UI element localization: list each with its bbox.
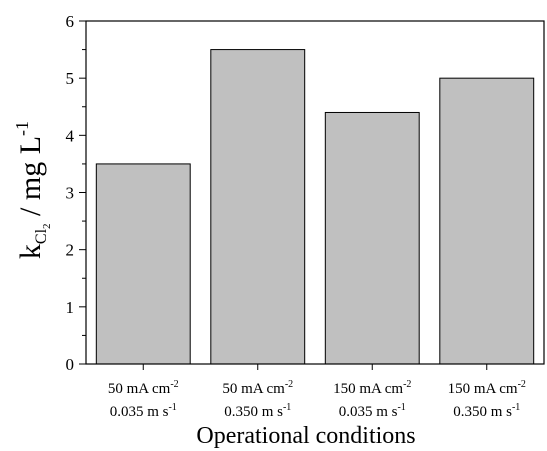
bars-layer <box>95 49 535 365</box>
x-axis-category-labels: 50 mA cm-2 0.035 m s-1 50 mA cm-2 0.350 m s… <box>108 364 526 420</box>
y-axis-title-subsubscript: 2 <box>41 223 53 229</box>
y-axis-title-superscript: -1 <box>12 121 32 136</box>
y-axis-title-units: / mg L <box>14 136 47 224</box>
x-category-label-line1: 150 mA cm-2 <box>333 379 411 397</box>
y-axis-title: kCl2 / mg L-1 <box>12 121 53 259</box>
bar-1 <box>95 163 191 365</box>
bar-4 <box>439 77 535 365</box>
x-category-label-line1: 150 mA cm-2 <box>448 379 526 397</box>
bar-2 <box>210 49 306 365</box>
bar-3 <box>324 111 420 365</box>
x-category-label-line2: 0.350 m s-1 <box>224 402 291 420</box>
y-tick-label: 3 <box>66 184 75 203</box>
x-category-label-line1: 50 mA cm-2 <box>108 379 179 397</box>
y-tick-label: 6 <box>66 12 75 31</box>
y-tick-label: 4 <box>66 126 75 145</box>
x-category-label-line1: 50 mA cm-2 <box>222 379 293 397</box>
x-category-label-line2: 0.350 m s-1 <box>453 402 520 420</box>
y-tick-label: 1 <box>66 298 75 317</box>
x-axis-title: Operational conditions <box>196 423 415 449</box>
y-axis-title-subscript: Cl <box>33 228 50 244</box>
y-tick-label: 0 <box>66 355 75 374</box>
y-axis-title-base: k <box>14 244 47 259</box>
x-category-label-line2: 0.035 m s-1 <box>339 402 406 420</box>
y-tick-label: 5 <box>66 69 75 88</box>
y-axis-ticks: 0 1 2 3 4 5 6 <box>66 12 86 374</box>
x-category-label-line2: 0.035 m s-1 <box>110 402 177 420</box>
y-tick-label: 2 <box>66 241 75 260</box>
